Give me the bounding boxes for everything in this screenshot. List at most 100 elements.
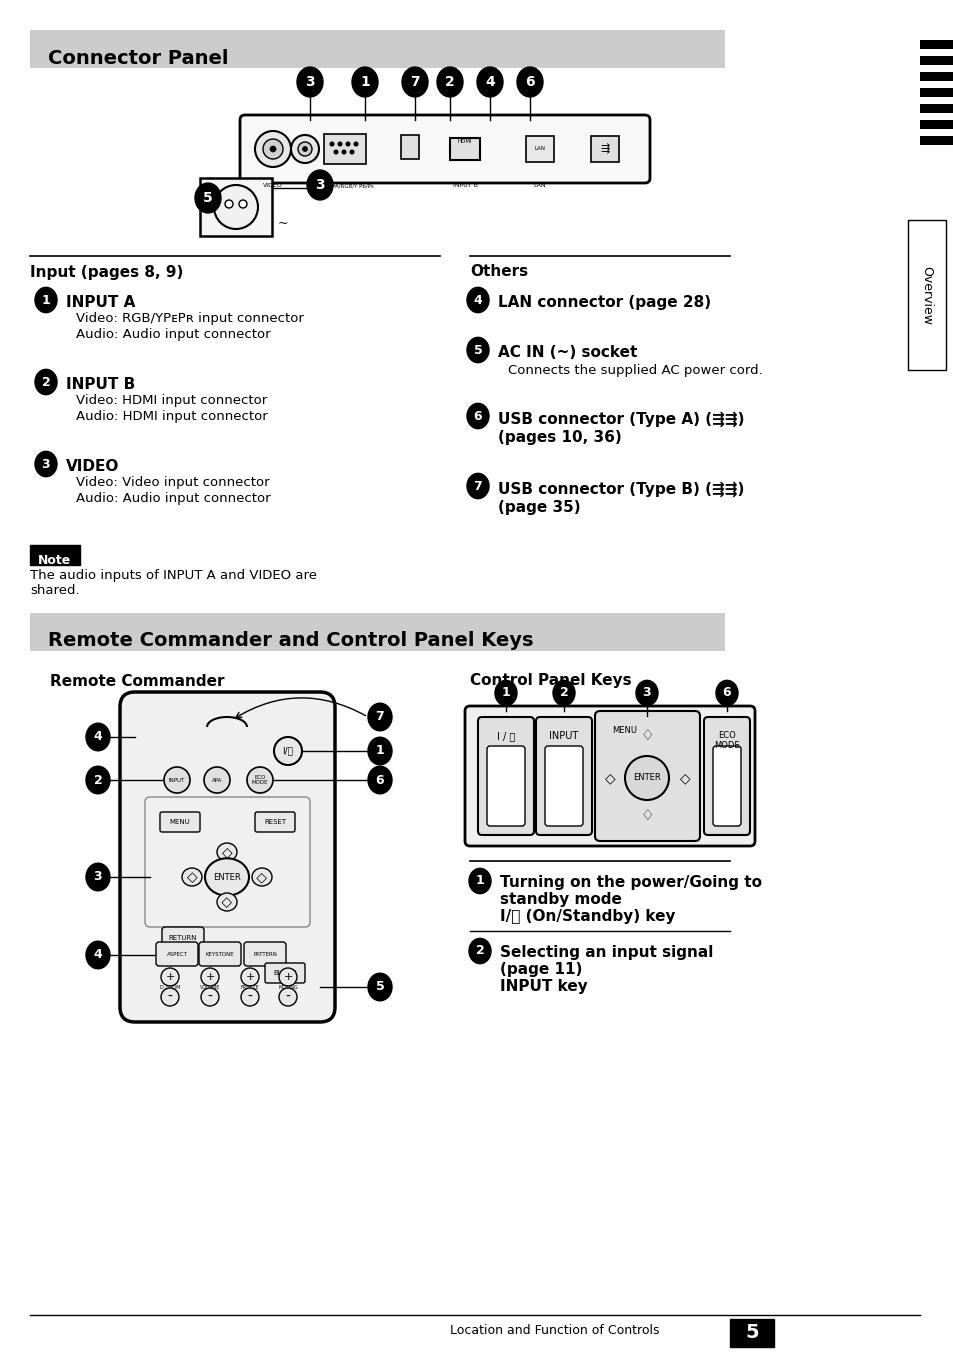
Ellipse shape	[296, 68, 323, 97]
Text: VIDEO: VIDEO	[263, 183, 283, 188]
Text: 6: 6	[474, 410, 482, 422]
Text: Video: RGB/YPᴇPʀ input connector: Video: RGB/YPᴇPʀ input connector	[76, 312, 304, 324]
Ellipse shape	[467, 403, 489, 429]
Text: Remote Commander and Control Panel Keys: Remote Commander and Control Panel Keys	[48, 631, 533, 650]
Text: Connector Panel: Connector Panel	[48, 49, 229, 68]
Bar	[590, 137, 618, 162]
Circle shape	[297, 142, 312, 155]
Text: ♢: ♢	[639, 727, 653, 744]
Text: INPUT A: INPUT A	[66, 295, 135, 310]
Circle shape	[278, 988, 296, 1006]
Text: 3: 3	[42, 457, 51, 470]
Text: 3: 3	[305, 74, 314, 89]
FancyBboxPatch shape	[477, 717, 534, 836]
Text: +: +	[205, 972, 214, 982]
Ellipse shape	[352, 68, 377, 97]
Text: 2: 2	[42, 376, 51, 388]
Ellipse shape	[495, 680, 517, 706]
Text: KEYSTONE: KEYSTONE	[206, 953, 234, 957]
Text: LAN: LAN	[533, 183, 546, 188]
Text: RETURN: RETURN	[169, 936, 197, 941]
Ellipse shape	[476, 68, 502, 97]
Ellipse shape	[368, 767, 392, 794]
Circle shape	[342, 150, 345, 154]
Ellipse shape	[368, 973, 392, 1000]
Ellipse shape	[86, 723, 110, 750]
Circle shape	[270, 146, 275, 151]
Ellipse shape	[35, 288, 57, 312]
Text: INPUT A/RGB/Y Pb/Ps: INPUT A/RGB/Y Pb/Ps	[316, 183, 373, 188]
Text: ◇: ◇	[254, 872, 269, 883]
Text: ECO
MODE: ECO MODE	[252, 775, 268, 786]
Bar	[233, 215, 239, 224]
Text: 1: 1	[476, 875, 484, 887]
Circle shape	[201, 968, 219, 986]
Text: LAN connector (page 28): LAN connector (page 28)	[497, 295, 710, 310]
Text: 4: 4	[93, 949, 102, 961]
Text: I/⏻: I/⏻	[282, 746, 294, 756]
Text: 2: 2	[93, 773, 102, 787]
Text: 3: 3	[314, 178, 324, 192]
Text: INPUT B: INPUT B	[452, 183, 476, 188]
Text: +: +	[165, 972, 174, 982]
Text: 6: 6	[525, 74, 535, 89]
FancyBboxPatch shape	[162, 927, 204, 949]
Text: (page 35): (page 35)	[497, 500, 580, 515]
Text: 7: 7	[473, 480, 482, 492]
Ellipse shape	[553, 680, 575, 706]
Bar	[919, 41, 953, 49]
Text: 3: 3	[642, 687, 651, 699]
Ellipse shape	[194, 183, 221, 214]
Text: Audio: Audio input connector: Audio: Audio input connector	[76, 329, 271, 341]
Bar	[400, 135, 418, 160]
Bar	[919, 120, 953, 128]
FancyBboxPatch shape	[544, 746, 582, 826]
Text: +: +	[245, 972, 254, 982]
Circle shape	[350, 150, 354, 154]
Circle shape	[354, 142, 357, 146]
Ellipse shape	[467, 338, 489, 362]
Text: ◇: ◇	[185, 872, 199, 883]
FancyBboxPatch shape	[240, 115, 649, 183]
Text: Video: HDMI input connector: Video: HDMI input connector	[76, 393, 267, 407]
Text: APA: APA	[212, 777, 222, 783]
FancyBboxPatch shape	[595, 711, 700, 841]
Text: Overview: Overview	[920, 265, 933, 324]
FancyBboxPatch shape	[712, 746, 740, 826]
Text: Audio: HDMI input connector: Audio: HDMI input connector	[76, 410, 268, 423]
Text: 7: 7	[410, 74, 419, 89]
Ellipse shape	[716, 680, 738, 706]
Circle shape	[201, 988, 219, 1006]
Text: FREEZE: FREEZE	[240, 986, 259, 990]
Bar	[30, 612, 724, 652]
Text: ASPECT: ASPECT	[167, 953, 187, 957]
Text: ENTER: ENTER	[213, 872, 240, 882]
Text: Control Panel Keys: Control Panel Keys	[470, 673, 631, 688]
Circle shape	[346, 142, 350, 146]
Ellipse shape	[467, 473, 489, 499]
Circle shape	[213, 185, 257, 228]
Text: Remote Commander: Remote Commander	[50, 673, 224, 688]
Text: -: -	[247, 990, 253, 1005]
Text: Audio: Audio input connector: Audio: Audio input connector	[76, 492, 271, 506]
Text: INPUT key: INPUT key	[499, 979, 587, 994]
Ellipse shape	[252, 868, 272, 886]
Circle shape	[247, 767, 273, 794]
Bar	[919, 72, 953, 81]
Ellipse shape	[35, 369, 57, 395]
FancyBboxPatch shape	[703, 717, 749, 836]
Text: 4: 4	[473, 293, 482, 307]
Circle shape	[330, 142, 334, 146]
Text: Note: Note	[38, 553, 71, 566]
FancyBboxPatch shape	[486, 746, 524, 826]
Circle shape	[161, 968, 179, 986]
Bar	[450, 138, 479, 160]
Bar	[30, 30, 724, 68]
Ellipse shape	[205, 859, 249, 895]
Text: (pages 10, 36): (pages 10, 36)	[497, 430, 621, 445]
Text: Others: Others	[470, 265, 528, 280]
Text: ⇶: ⇶	[599, 143, 609, 154]
FancyBboxPatch shape	[244, 942, 286, 965]
Text: MUTING: MUTING	[278, 986, 297, 990]
Text: 2: 2	[476, 945, 484, 957]
